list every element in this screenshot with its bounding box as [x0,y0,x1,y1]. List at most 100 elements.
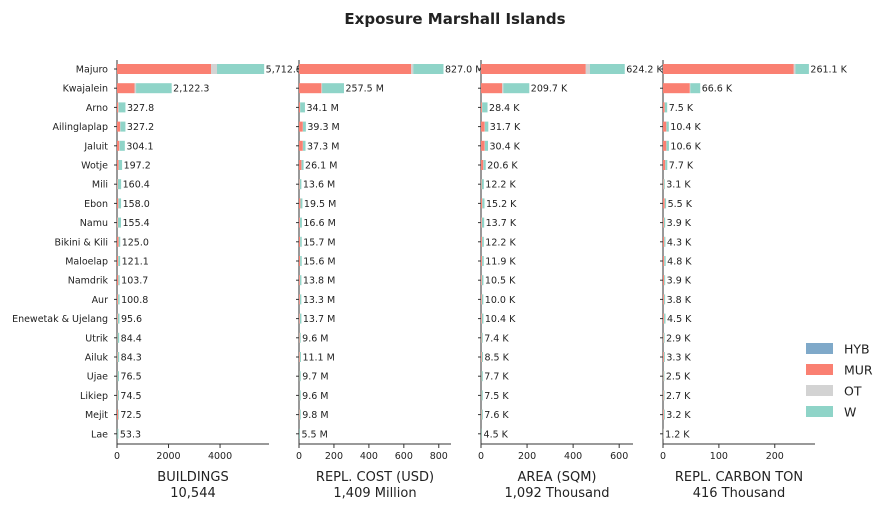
bar-area-sqm-wotje-w [483,160,486,170]
bar-buildings-utrik-w [117,332,120,343]
x-tick-label: 600 [395,451,413,462]
bar-buildings-aur-w [118,294,120,305]
bar-buildings-kwajalein-ot [134,83,137,94]
x-tick-label: 0 [478,451,484,462]
bar-repl-carbon-ton-namdrik-w [664,275,666,286]
value-label-repl-carbon-ton-namu: 3.9 K [667,218,692,229]
bar-repl-carbon-ton-namu-mur [663,217,664,228]
value-label-area-sqm-arno: 28.4 K [489,103,520,114]
bar-repl-carbon-ton-wotje-w [665,160,668,170]
bar-area-sqm-jaluit-w [484,140,489,151]
bar-repl-cost-usd-namdrik-mur [299,275,300,286]
bar-buildings-namdrik-w [118,275,120,286]
bar-repl-cost-usd-likiep-w [299,390,301,401]
value-label-area-sqm-wotje: 20.6 K [487,161,518,172]
bar-area-sqm-lae-w [481,428,483,439]
x-tick-label: 200 [518,451,536,462]
category-label-arno: Arno [86,103,108,114]
bar-repl-carbon-ton-ailinglaplap-w [666,121,669,132]
bar-repl-cost-usd-aur-w [300,294,302,305]
bar-area-sqm-kwajalein-ot [502,83,504,94]
value-label-repl-cost-usd-arno: 34.1 M [306,103,338,114]
x-axis-label-repl-carbon-ton: REPL. CARBON TON [675,470,803,485]
legend-label-hyb: HYB [844,342,870,357]
category-label-mejit: Mejit [85,410,108,421]
bar-repl-carbon-ton-arno-w [664,102,668,113]
bar-repl-cost-usd-wotje-w [301,160,304,170]
bar-area-sqm-enewetak-ujelang-w [481,313,484,324]
bar-buildings-enewetak-ujelang-mur [117,313,118,324]
bar-repl-cost-usd-jaluit-mur [299,140,303,151]
x-tick-label: 400 [564,451,582,462]
value-label-repl-cost-usd-jaluit: 37.3 M [307,141,339,152]
bar-area-sqm-maloelap-w [482,256,484,266]
bar-buildings-enewetak-ujelang-w [117,313,120,324]
bar-repl-cost-usd-namu-mur [299,217,300,228]
legend-label-w: W [844,405,856,420]
bar-repl-cost-usd-mejit-w [299,409,301,420]
chart-title: Exposure Marshall Islands [344,10,565,28]
value-label-repl-carbon-ton-likiep: 2.7 K [666,391,691,402]
bar-buildings-likiep-w [117,390,119,401]
value-label-area-sqm-ebon: 15.2 K [486,199,517,210]
bar-area-sqm-ailinglaplap-w [484,121,489,132]
bar-repl-cost-usd-majuro-mur [299,64,412,74]
bar-buildings-likiep-mur [117,390,118,401]
panel-total-buildings: 10,544 [170,486,216,501]
value-label-repl-cost-usd-utrik: 9.6 M [302,333,328,344]
bar-buildings-maloelap-mur [117,256,119,266]
bar-buildings-bikini-kili-w [118,236,121,247]
value-label-repl-carbon-ton-bikini-kili: 4.3 K [667,237,692,248]
bar-repl-carbon-ton-utrik-w [663,332,665,343]
value-label-repl-carbon-ton-arno: 7.5 K [669,103,694,114]
category-label-jaluit: Jaluit [83,141,108,152]
category-label-enewetak-ujelang: Enewetak & Ujelang [12,314,108,325]
bar-repl-cost-usd-mili-w [299,179,302,190]
value-label-repl-carbon-ton-ebon: 5.5 K [668,199,693,210]
value-label-repl-cost-usd-namdrik: 13.8 M [303,276,335,287]
bar-repl-cost-usd-ujae-w [299,371,301,382]
bar-repl-carbon-ton-kwajalein-mur [663,83,690,94]
value-label-buildings-maloelap: 121.1 [122,257,149,268]
legend-label-ot: OT [844,384,862,399]
bar-buildings-wotje-mur [117,160,119,170]
x-tick-label: 200 [325,451,343,462]
category-label-aur: Aur [92,295,109,306]
category-label-ailinglaplap: Ailinglaplap [53,122,108,133]
bar-buildings-lae-w [117,428,119,439]
bar-repl-cost-usd-mejit-mur [299,409,300,420]
value-label-area-sqm-maloelap: 11.9 K [485,257,516,268]
bar-buildings-ebon-w [118,198,122,209]
panel-total-repl-cost-usd: 1,409 Million [333,486,416,501]
bar-area-sqm-ebon-w [482,198,485,209]
bar-repl-cost-usd-ailuk-mur [299,352,300,362]
bar-repl-carbon-ton-likiep-w [663,390,665,401]
value-label-repl-cost-usd-lae: 5.5 M [301,429,327,440]
value-label-repl-carbon-ton-jaluit: 10.6 K [670,141,701,152]
bar-repl-cost-usd-ailinglaplap-mur [299,121,303,132]
bar-buildings-majuro-ot [211,64,217,74]
bar-repl-cost-usd-kwajalein-ot [321,83,323,94]
bar-repl-cost-usd-bikini-kili-w [300,236,302,247]
x-tick-label: 2000 [156,451,180,462]
bar-repl-carbon-ton-maloelap-w [664,256,666,266]
value-label-repl-cost-usd-enewetak-ujelang: 13.7 M [303,314,335,325]
bar-repl-carbon-ton-majuro-ot [793,64,796,74]
value-label-area-sqm-lae: 4.5 K [484,429,509,440]
bar-area-sqm-arno-mur [481,102,482,113]
value-label-buildings-likiep: 74.5 [120,391,141,402]
bar-area-sqm-aur-mur [481,294,482,305]
bar-repl-carbon-ton-jaluit-mur [663,140,667,151]
bar-repl-cost-usd-arno-w [300,102,305,113]
x-tick-label: 0 [296,451,302,462]
bar-area-sqm-namdrik-mur [481,275,482,286]
bar-repl-carbon-ton-arno-mur [663,102,665,113]
category-label-ebon: Ebon [84,199,108,210]
value-label-area-sqm-ujae: 7.7 K [484,372,509,383]
bar-area-sqm-wotje-mur [481,160,484,170]
bar-buildings-majuro-w [216,64,265,74]
value-label-area-sqm-ailuk: 8.5 K [484,353,509,364]
bar-area-sqm-aur-w [481,294,484,305]
value-label-buildings-utrik: 84.4 [121,333,142,344]
